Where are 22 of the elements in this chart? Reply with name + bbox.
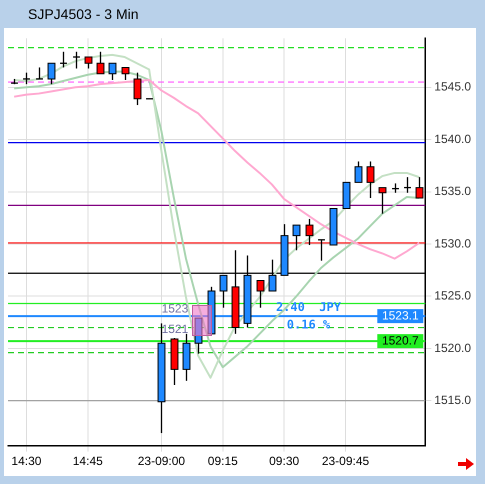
x-tick-label: 14:45	[72, 454, 104, 468]
annotation: 1521	[162, 322, 189, 336]
x-tick-label: 14:30	[11, 454, 42, 468]
y-tick-label: 1515.0	[434, 392, 472, 407]
annotation: 2.40 JPY	[276, 300, 342, 314]
ref-line-label: 1523.1	[382, 308, 419, 322]
candlestick	[391, 182, 400, 194]
chart-title: SJPJ4503 - 3 Min	[28, 6, 138, 22]
annotation: 1523	[162, 301, 189, 316]
candlestick	[59, 51, 68, 68]
ref-line-label: 1520.7	[382, 333, 419, 348]
x-tick-label: 23-09:00	[138, 454, 186, 468]
y-tick-label: 1530.0	[434, 236, 472, 250]
y-tick-label: 1540.0	[434, 132, 472, 146]
y-tick-label: 1525.0	[434, 288, 472, 303]
x-tick-label: 23-09:45	[322, 454, 370, 468]
candlestick	[317, 239, 326, 262]
y-tick-label: 1520.0	[434, 340, 472, 355]
y-tick-label: 1545.0	[434, 80, 472, 94]
x-tick-label: 09:15	[208, 454, 238, 468]
x-tick-label: 09:30	[269, 454, 300, 468]
y-tick-label: 1535.0	[434, 184, 472, 198]
